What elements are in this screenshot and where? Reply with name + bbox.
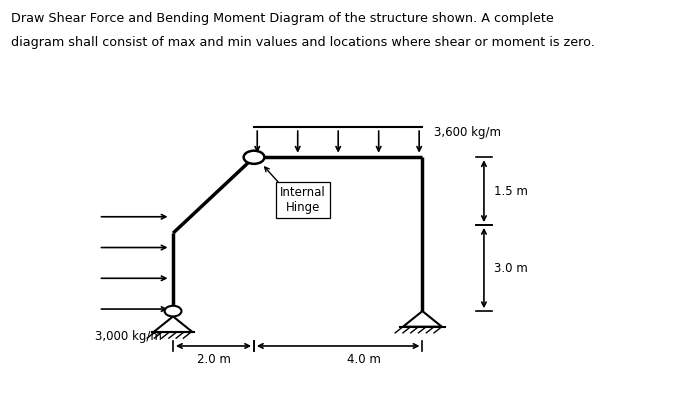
Text: Draw Shear Force and Bending Moment Diagram of the structure shown. A complete: Draw Shear Force and Bending Moment Diag… [11,12,554,25]
Text: 3,600 kg/m: 3,600 kg/m [434,126,501,139]
Text: Internal
Hinge: Internal Hinge [280,186,326,214]
Text: 1.5 m: 1.5 m [494,185,528,197]
Circle shape [164,306,181,316]
Text: 2.0 m: 2.0 m [197,354,230,366]
Circle shape [244,151,265,164]
Text: 4.0 m: 4.0 m [347,354,381,366]
Text: diagram shall consist of max and min values and locations where shear or moment : diagram shall consist of max and min val… [11,36,595,49]
Text: 3,000 kg/m: 3,000 kg/m [95,330,162,342]
Text: 3.0 m: 3.0 m [494,261,527,275]
